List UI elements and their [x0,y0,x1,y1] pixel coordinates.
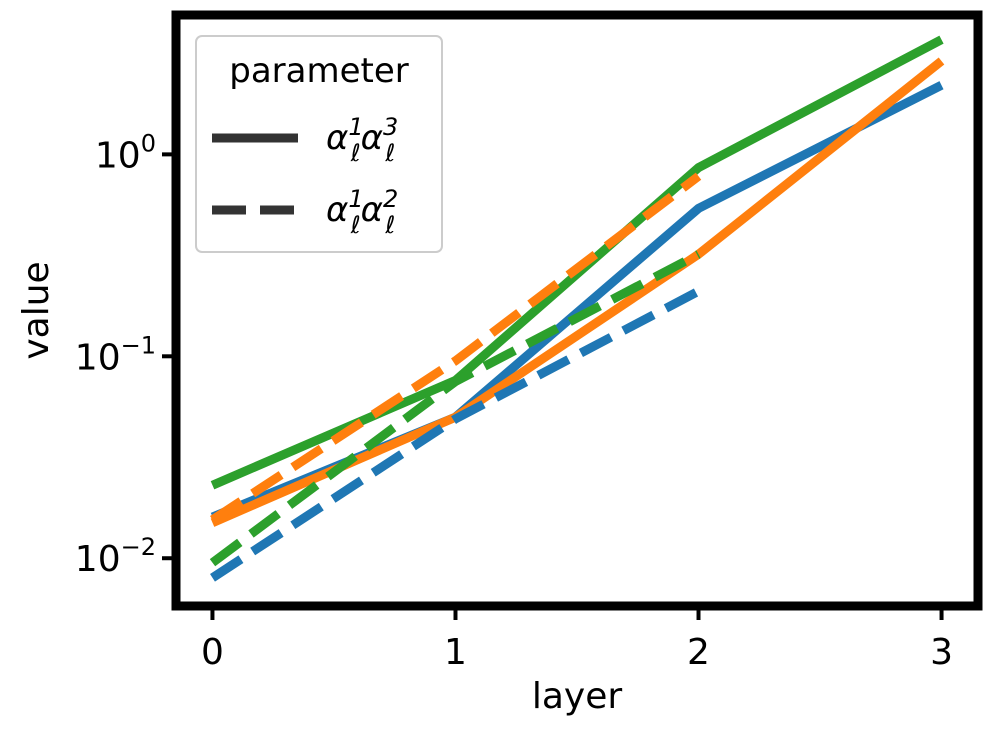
y-tick-label: 100 [95,129,156,176]
ticks-layer: 0 1 2 3 10−2 10−1 100 [75,129,953,673]
x-tick-label: 1 [444,632,467,673]
legend-box [195,35,443,253]
y-tick-label: 10−1 [75,331,156,378]
x-axis-label: layer [532,676,623,717]
series-line-6 [209,250,701,567]
y-tick-label: 10−2 [75,533,156,580]
legend-label-solid: α1 ℓα3 ℓ [326,113,398,167]
x-tick-label: 2 [687,632,710,673]
series-line-4 [210,287,701,582]
legend: parameter α1 ℓα3 ℓ α1 ℓα2 ℓ [195,35,443,253]
plot-frame [171,10,983,611]
legend-entries: α1 ℓα3 ℓ α1 ℓα2 ℓ [212,113,398,239]
x-tick-label: 0 [201,632,224,673]
series-layer [209,35,945,582]
y-axis-label: value [16,261,57,359]
x-tick-label: 3 [930,632,953,673]
legend-label-dashed: α1 ℓα2 ℓ [326,185,398,239]
legend-title: parameter [229,51,409,91]
series-line-5 [210,172,702,524]
